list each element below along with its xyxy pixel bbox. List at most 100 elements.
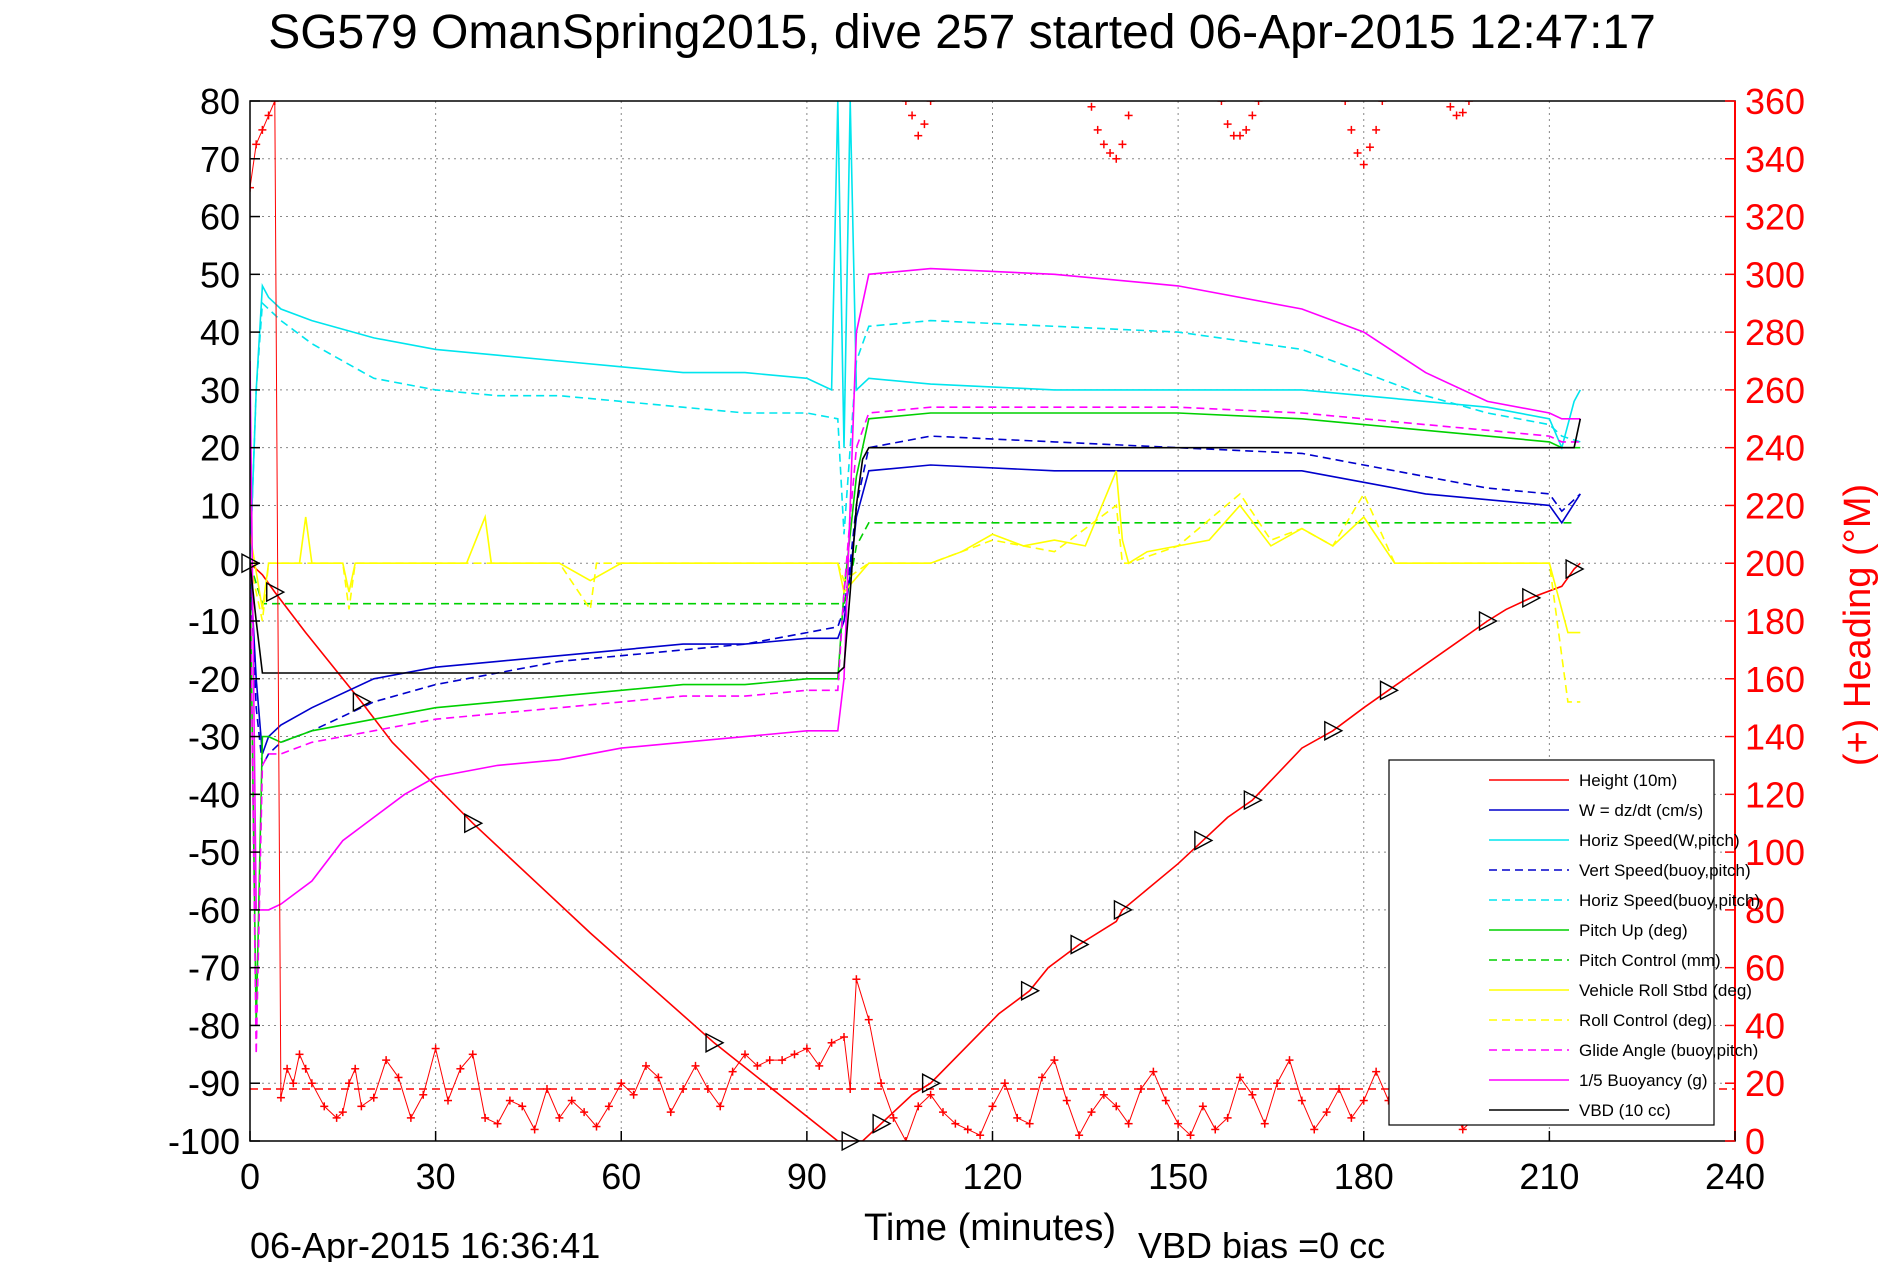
y-tick-label: -80 — [188, 1005, 240, 1046]
series-line-0 — [250, 562, 1581, 1141]
height-triangle-marker — [1565, 558, 1585, 580]
footer-vbd-bias: VBD bias =0 cc — [1138, 1225, 1385, 1262]
y-right-tick-label: 60 — [1745, 948, 1785, 989]
legend-entry-5: Pitch Up (deg) — [1579, 921, 1688, 940]
y-right-tick-label: 100 — [1745, 832, 1805, 873]
heading-top-marker — [1223, 120, 1232, 129]
series-line-9 — [250, 406, 1581, 1055]
legend-entry-6: Pitch Control (mm) — [1579, 951, 1721, 970]
y-right-tick-label: 220 — [1745, 485, 1805, 526]
height-triangle-marker — [1379, 680, 1399, 701]
heading-top-marker — [1458, 108, 1467, 117]
series-line-10 — [250, 267, 1581, 911]
y-tick-label: -30 — [188, 717, 240, 758]
heading-top-marker — [1112, 154, 1121, 163]
x-tick-label: 120 — [962, 1156, 1022, 1197]
x-tick-label: 60 — [601, 1156, 641, 1197]
x-tick-label: 240 — [1705, 1156, 1765, 1197]
y-right-tick-label: 80 — [1745, 890, 1785, 931]
heading-trace — [250, 101, 1488, 1141]
y-right-tick-label: 360 — [1745, 81, 1805, 122]
series-line-8 — [250, 492, 1581, 703]
legend-entry-11: VBD (10 cc) — [1579, 1101, 1671, 1120]
legend-entry-10: 1/5 Buoyancy (g) — [1579, 1071, 1708, 1090]
x-tick-label: 180 — [1334, 1156, 1394, 1197]
heading-markers — [250, 101, 1735, 1141]
height-triangle-marker — [1020, 980, 1041, 1001]
height-triangle-marker — [1243, 789, 1263, 811]
y-right-tick-label: 40 — [1745, 1005, 1785, 1046]
heading-top-marker — [1452, 111, 1461, 120]
heading-top-marker — [1464, 101, 1473, 105]
x-tick-label: 210 — [1519, 1156, 1579, 1197]
height-triangle-marker — [1113, 899, 1133, 921]
height-triangle-marker — [1522, 587, 1542, 609]
heading-marker — [250, 183, 254, 192]
heading-top-marker — [1353, 149, 1362, 157]
heading-top-marker — [1099, 140, 1108, 149]
y-tick-label: -10 — [188, 601, 240, 642]
y-right-axis-ticks: 3603403203002802602402202001801601401201… — [1725, 81, 1805, 1162]
legend-entry-8: Roll Control (deg) — [1579, 1011, 1712, 1030]
heading-top-marker — [1372, 125, 1381, 134]
y-tick-label: 50 — [200, 254, 240, 295]
legend-entry-2: Horiz Speed(W,pitch) — [1579, 831, 1740, 850]
heading-top-marker — [1093, 125, 1102, 134]
y-right-tick-label: 240 — [1745, 428, 1805, 469]
y-tick-label: 80 — [200, 81, 240, 122]
heading-top-marker — [926, 101, 935, 105]
legend-entry-1: W = dz/dt (cm/s) — [1579, 801, 1703, 820]
height-triangle-marker — [1478, 610, 1498, 632]
y-tick-label: -90 — [188, 1063, 240, 1104]
heading-top-marker — [1347, 125, 1356, 134]
y-tick-label: 70 — [200, 139, 240, 180]
x-axis-ticks: 0 30 60 90 120 150 180 210 240 — [240, 1131, 1765, 1197]
y-right-tick-label: 280 — [1745, 312, 1805, 353]
y-tick-label: -100 — [168, 1121, 240, 1162]
x-tick-label: 90 — [787, 1156, 827, 1197]
heading-top-marker — [1217, 101, 1226, 105]
y-right-tick-label: 160 — [1745, 659, 1805, 700]
heading-top-marker — [1124, 111, 1133, 120]
height-triangle-marker — [1070, 934, 1090, 955]
legend-box — [1388, 759, 1715, 1126]
heading-top-marker — [1242, 125, 1251, 134]
y-tick-label: -20 — [188, 659, 240, 700]
y-right-tick-label: 120 — [1745, 774, 1805, 815]
heading-top-marker — [1236, 131, 1244, 140]
height-triangle-marker — [921, 1073, 942, 1094]
heading-top-marker — [908, 111, 917, 120]
height-triangle-markers — [241, 553, 1585, 1152]
y-tick-label: 0 — [220, 543, 240, 584]
y-tick-label: -60 — [188, 890, 240, 931]
heading-top-marker — [1248, 111, 1257, 120]
series-line-2 — [250, 101, 1582, 564]
y-axis-ticks: 80 70 60 50 40 30 20 10 0 -10 -20 -30 -40 -50 -60 -70 -8… — [168, 81, 260, 1162]
chart-legend: Height (10m) W = dz/dt (cm/s) Horiz Speed(… — [1388, 759, 1760, 1126]
y-right-tick-label: 320 — [1745, 197, 1805, 238]
y-tick-label: 40 — [200, 312, 240, 353]
heading-top-marker — [1341, 101, 1350, 105]
y-right-tick-label: 340 — [1745, 139, 1805, 180]
y-right-tick-label: 200 — [1745, 543, 1805, 584]
series-line-11 — [250, 418, 1582, 674]
height-triangle-marker — [1194, 830, 1214, 851]
heading-marker — [901, 1137, 910, 1141]
height-triangle-marker — [1324, 720, 1344, 741]
y-right-axis-label: (+) Heading (°M) — [1837, 484, 1879, 766]
height-triangle-marker — [352, 691, 372, 713]
heading-top-marker — [1106, 149, 1115, 157]
y-tick-label: -50 — [188, 832, 240, 873]
footer-timestamp: 06-Apr-2015 16:36:41 — [250, 1225, 600, 1262]
x-axis-label: Time (minutes) — [864, 1207, 1116, 1249]
height-triangle-marker — [872, 1113, 892, 1134]
legend-entry-3: Vert Speed(buoy,pitch) — [1579, 861, 1751, 880]
x-tick-label: 150 — [1148, 1156, 1208, 1197]
legend-entry-0: Height (10m) — [1579, 771, 1677, 790]
y-tick-label: 30 — [200, 370, 240, 411]
y-right-tick-label: 20 — [1745, 1063, 1785, 1104]
series-line-7 — [250, 470, 1581, 634]
heading-top-marker — [1254, 101, 1263, 105]
